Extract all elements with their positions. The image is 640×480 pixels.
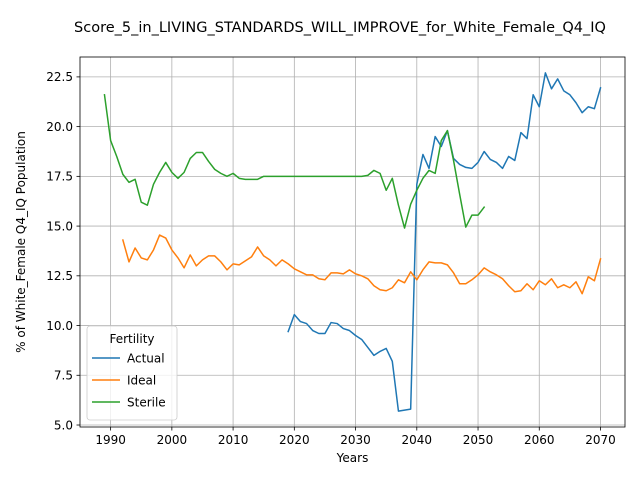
- x-tick-label: 2030: [340, 433, 371, 447]
- series-line-actual: [287, 72, 602, 412]
- legend-title: Fertility: [109, 332, 154, 346]
- y-axis-label: % of White_Female Q4_IQ Population: [14, 131, 28, 353]
- legend-label-sterile: Sterile: [127, 395, 166, 409]
- x-tick-label: 2060: [524, 433, 555, 447]
- y-tick-label: 12.5: [46, 269, 73, 283]
- x-tick-label: 2050: [463, 433, 494, 447]
- y-tick-label: 17.5: [46, 170, 73, 184]
- legend-items: Actual Ideal Sterile: [92, 351, 166, 409]
- legend-label-actual: Actual: [127, 351, 165, 365]
- x-axis-label: Years: [336, 451, 369, 465]
- x-tick-label: 2020: [279, 433, 310, 447]
- legend-box: [86, 325, 178, 421]
- axis-ticks: 1990 2000 2010 2020 2030 2040 2050 2060 2070 5.0 7…: [46, 70, 615, 447]
- y-tick-label: 7.5: [54, 369, 73, 383]
- series-line-ideal: [121, 234, 602, 295]
- series-lines: [103, 72, 602, 412]
- x-tick-label: 1990: [95, 433, 126, 447]
- plot-frame: [79, 56, 626, 428]
- grid: [80, 57, 625, 427]
- y-tick-label: 20.0: [46, 120, 73, 134]
- x-tick-label: 2070: [585, 433, 616, 447]
- series-line-sterile: [103, 93, 486, 229]
- x-tick-label: 2010: [218, 433, 249, 447]
- x-tick-label: 2000: [157, 433, 188, 447]
- legend: Fertility Actual Ideal Sterile: [86, 325, 178, 421]
- y-tick-label: 10.0: [46, 319, 73, 333]
- x-tick-label: 2040: [402, 433, 433, 447]
- y-tick-label: 5.0: [54, 418, 73, 432]
- chart-title: Score_5_in_LIVING_STANDARDS_WILL_IMPROVE…: [74, 20, 606, 36]
- y-tick-label: 15.0: [46, 219, 73, 233]
- legend-label-ideal: Ideal: [127, 373, 156, 387]
- y-tick-label: 22.5: [46, 70, 73, 84]
